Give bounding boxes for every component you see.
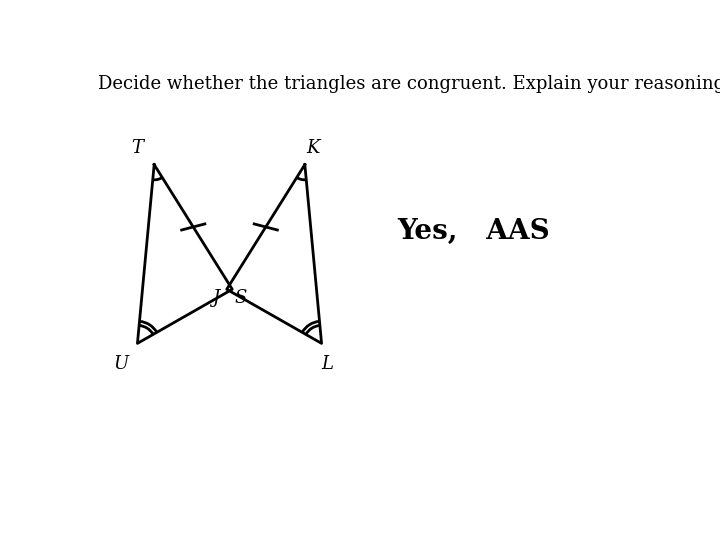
Text: S: S <box>235 289 247 307</box>
Text: Decide whether the triangles are congruent. Explain your reasoning.: Decide whether the triangles are congrue… <box>99 75 720 93</box>
Text: U: U <box>113 355 128 373</box>
Text: Yes,   AAS: Yes, AAS <box>397 218 549 245</box>
Text: L: L <box>321 355 333 373</box>
Text: T: T <box>132 139 143 157</box>
Text: K: K <box>307 139 320 157</box>
Text: J: J <box>212 289 219 307</box>
